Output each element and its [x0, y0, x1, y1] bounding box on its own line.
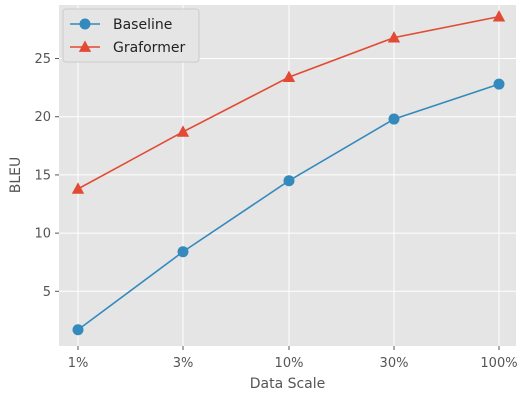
x-tick-label: 100%: [480, 356, 517, 371]
graformer-legend-label: Graformer: [113, 40, 185, 56]
y-axis-label: BLEU: [8, 157, 24, 194]
x-tick-label: 3%: [173, 356, 194, 371]
x-tick-label: 30%: [380, 356, 409, 371]
legend-box: [62, 8, 200, 63]
baseline-point: [72, 324, 84, 336]
y-tick-label: 20: [34, 110, 51, 125]
y-tick-label: 5: [43, 285, 51, 300]
baseline-point: [283, 175, 295, 187]
baseline-legend-marker: [79, 18, 91, 30]
series-group: [71, 10, 506, 336]
graformer-legend-marker: [78, 40, 92, 52]
graformer-point: [387, 31, 401, 43]
x-tick-label: 10%: [275, 356, 304, 371]
y-tick-label: 25: [34, 52, 51, 67]
baseline-point: [388, 113, 400, 125]
x-axis-ticks: 1% 3% 10% 30% 100%: [68, 346, 518, 371]
graformer-point: [282, 70, 296, 83]
baseline-legend-label: Baseline: [113, 17, 172, 33]
graformer-point: [176, 125, 190, 137]
y-axis-ticks: 5 10 15 20 25: [34, 52, 59, 300]
baseline-point: [177, 246, 189, 258]
graformer-point: [71, 182, 85, 194]
y-tick-label: 15: [34, 168, 51, 183]
x-tick-label: 1%: [68, 356, 89, 371]
graformer-point: [492, 10, 506, 22]
x-axis-label: Data Scale: [250, 376, 326, 392]
y-tick-label: 10: [34, 227, 51, 242]
baseline-point: [493, 78, 505, 90]
legend: Baseline Graformer: [62, 8, 200, 63]
